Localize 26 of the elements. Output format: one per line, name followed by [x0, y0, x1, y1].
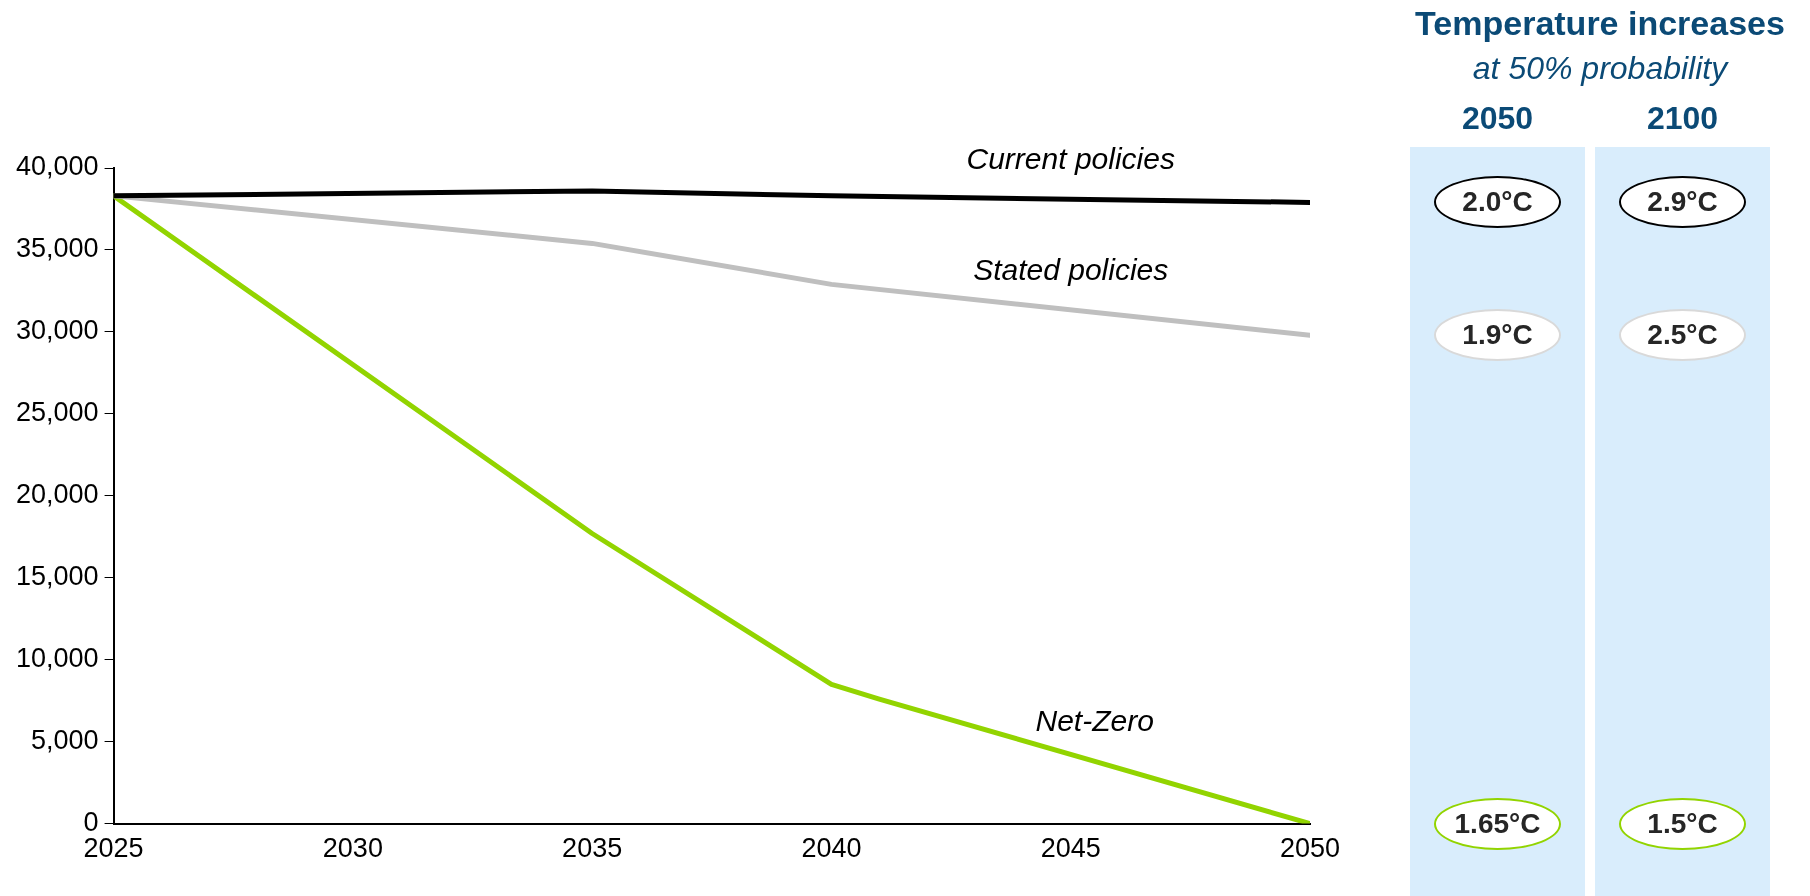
x-tick-label: 2050 — [1279, 833, 1341, 864]
x-tick-label: 2030 — [322, 833, 383, 864]
series-label: Current policies — [966, 142, 1175, 176]
data-label: 2.0°C — [1434, 176, 1561, 229]
x-tick-label: 2040 — [801, 833, 862, 864]
series-label: Net-Zero — [1035, 704, 1154, 738]
y-tick-label: 5,000 — [31, 725, 99, 756]
text: at 50% probability — [1471, 50, 1730, 87]
text: Temperature increases — [1414, 4, 1786, 43]
category-label: 2100 — [1645, 100, 1720, 137]
y-tick-label: 25,000 — [15, 397, 99, 428]
series-label: Stated policies — [973, 252, 1169, 286]
x-tick-label: 2035 — [562, 833, 623, 864]
data-label: 1.65°C — [1434, 797, 1561, 850]
y-tick-label: 40,000 — [15, 151, 99, 182]
y-tick-label: 35,000 — [15, 233, 99, 264]
y-tick-label: 30,000 — [15, 315, 99, 346]
x-tick-label: 2045 — [1040, 833, 1101, 864]
y-tick-label: 15,000 — [15, 561, 99, 592]
data-label: 1.5°C — [1619, 797, 1746, 850]
data-label: 2.9°C — [1619, 176, 1746, 229]
y-tick-label: 10,000 — [15, 643, 99, 674]
y-tick-label: 20,000 — [15, 479, 99, 510]
data-label: 1.9°C — [1434, 309, 1561, 362]
category-label: 2050 — [1460, 100, 1535, 137]
data-label: 2.5°C — [1619, 309, 1746, 362]
